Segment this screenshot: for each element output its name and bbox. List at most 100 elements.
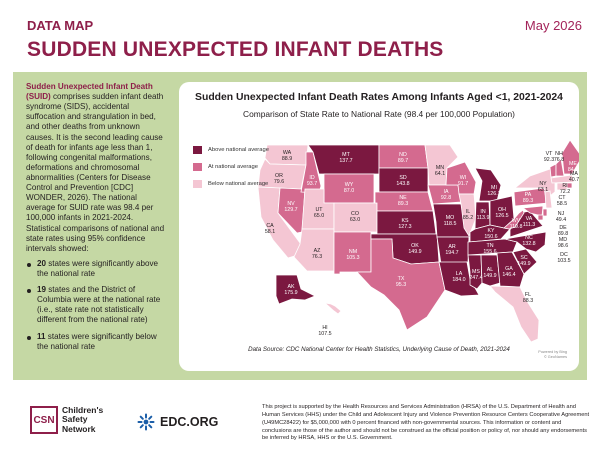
state-rate-label: 175.9 xyxy=(284,290,297,296)
state-rate-label: 89.8 xyxy=(558,231,568,237)
state-abbr-label: AR xyxy=(448,244,456,250)
header-kicker: DATA MAP xyxy=(27,18,94,33)
intro-sidebar: Sudden Unexpected Infant Death (SUID) co… xyxy=(26,82,166,358)
state-rate-label: 155.6 xyxy=(483,249,496,255)
state-rate-label: 88.3 xyxy=(523,298,533,304)
state-abbr-label: MA xyxy=(570,171,578,177)
map-title: Sudden Unexpected Infant Death Rates Amo… xyxy=(195,92,563,103)
legend-item: At national average xyxy=(193,163,269,171)
state-rate-label: 149.9 xyxy=(483,273,496,279)
data-source: Data Source: CDC National Center for Hea… xyxy=(248,346,510,353)
state-sc xyxy=(512,248,538,275)
state-abbr-label: IL xyxy=(466,209,470,215)
state-ny xyxy=(513,168,556,200)
state-vt xyxy=(549,163,557,178)
state-abbr-label: AL xyxy=(487,267,494,273)
finding-item: 19 states and the District of Columbia w… xyxy=(26,285,166,325)
state-la xyxy=(438,261,480,297)
state-rate-label: 76.3 xyxy=(312,254,322,260)
state-shapes xyxy=(257,139,579,343)
state-rate-label: 126.1 xyxy=(487,191,500,197)
state-abbr-label: MO xyxy=(446,215,455,221)
state-ri xyxy=(566,182,573,189)
state-abbr-label: CO xyxy=(351,211,359,217)
state-rate-label: 89.3 xyxy=(523,198,533,204)
state-abbr-label: GA xyxy=(505,266,513,272)
header-date: May 2026 xyxy=(524,18,582,33)
state-abbr-label: WY xyxy=(345,182,354,188)
state-abbr-label: RI xyxy=(562,183,567,189)
state-rate-label: 143.8 xyxy=(396,181,409,187)
state-rate-label: 129.7 xyxy=(284,207,297,213)
state-al xyxy=(480,254,501,287)
state-rate-label: 93.7 xyxy=(307,181,317,187)
state-abbr-label: NY xyxy=(539,181,547,187)
state-rate-label: 88.9 xyxy=(282,156,292,162)
finding-text: states were significantly below the nati… xyxy=(37,331,157,351)
csn-line: Network xyxy=(62,423,96,434)
state-hi xyxy=(323,302,342,315)
state-nm xyxy=(333,231,372,275)
state-abbr-label: TX xyxy=(398,276,405,282)
finding-number: 19 xyxy=(37,285,47,295)
state-abbr-label: DC xyxy=(560,252,568,258)
intro-term: Sudden Unexpected Infant Death (SUID) xyxy=(26,82,153,102)
finding-item: 20 states were significantly above the n… xyxy=(26,259,166,279)
footer: CSN Children's Safety Network EDC.ORG Th… xyxy=(0,384,600,464)
state-ga xyxy=(496,251,525,288)
legend-label: Above national average xyxy=(208,147,269,153)
state-abbr-label: NJ xyxy=(558,211,565,217)
legend-label: Below national average xyxy=(208,181,269,187)
state-abbr-label: NM xyxy=(349,249,357,255)
legend-swatch xyxy=(193,180,202,188)
state-rate-label: 58.5 xyxy=(557,201,567,207)
csn-logo-text: Children's Safety Network xyxy=(62,405,103,434)
state-ar xyxy=(436,236,470,265)
state-rate-label: 184.0 xyxy=(452,277,465,283)
state-abbr-label: IN xyxy=(480,209,485,215)
state-abbr-label: TN xyxy=(486,243,493,249)
state-abbr-label: VT xyxy=(546,151,554,157)
state-rate-label: 58.1 xyxy=(265,229,275,235)
attribution-line: © GeoNames xyxy=(543,354,567,359)
state-rate-label: 98.6 xyxy=(558,243,568,249)
legend-item: Below national average xyxy=(193,180,269,188)
csn-logo: CSN Children's Safety Network xyxy=(30,405,103,435)
state-abbr-label: SC xyxy=(520,255,528,261)
state-rate-label: 247.4 xyxy=(469,275,482,281)
state-rate-label: 65.0 xyxy=(314,213,324,219)
state-abbr-label: CA xyxy=(266,223,274,229)
attribution-line: Powered by Bing xyxy=(538,350,567,354)
state-il xyxy=(458,193,477,237)
state-abbr-label: LA xyxy=(456,271,463,277)
state-rate-label: 194.7 xyxy=(445,250,458,256)
csn-line: Safety xyxy=(62,414,88,425)
state-rate-label: 149.9 xyxy=(517,261,530,267)
state-rate-label: 118.5 xyxy=(444,221,457,227)
state-rate-label: 79.6 xyxy=(274,179,284,185)
state-rate-label: 92.8 xyxy=(441,195,451,201)
state-rate-label: 63.1 xyxy=(538,187,548,193)
state-abbr-label: VA xyxy=(526,216,533,222)
state-abbr-label: KS xyxy=(401,218,409,224)
state-rate-label: 64.1 xyxy=(435,171,445,177)
state-abbr-label: PA xyxy=(525,192,532,198)
state-rate-label: 85.2 xyxy=(463,215,473,221)
state-rate-label: 72.2 xyxy=(560,189,570,195)
map-card: Sudden Unexpected Infant Death Rates Amo… xyxy=(179,82,579,371)
state-abbr-label: NC xyxy=(525,235,533,241)
state-rate-label: 149.9 xyxy=(408,249,421,255)
state-abbr-label: NV xyxy=(287,201,295,207)
state-abbr-label: WV xyxy=(512,218,521,224)
state-rate-label: 40.7 xyxy=(569,177,579,183)
state-abbr-label: MS xyxy=(472,269,480,275)
state-abbr-label: MI xyxy=(491,185,497,191)
state-rate-label: 63.0 xyxy=(350,217,360,223)
state-rate-label: 132.8 xyxy=(522,241,535,247)
state-rate-label: 87.0 xyxy=(344,188,354,194)
state-nj xyxy=(544,190,553,209)
state-rate-label: 84.2 xyxy=(568,167,578,173)
state-rate-label: 119.8 xyxy=(510,224,523,230)
legend-label: At national average xyxy=(208,164,258,170)
